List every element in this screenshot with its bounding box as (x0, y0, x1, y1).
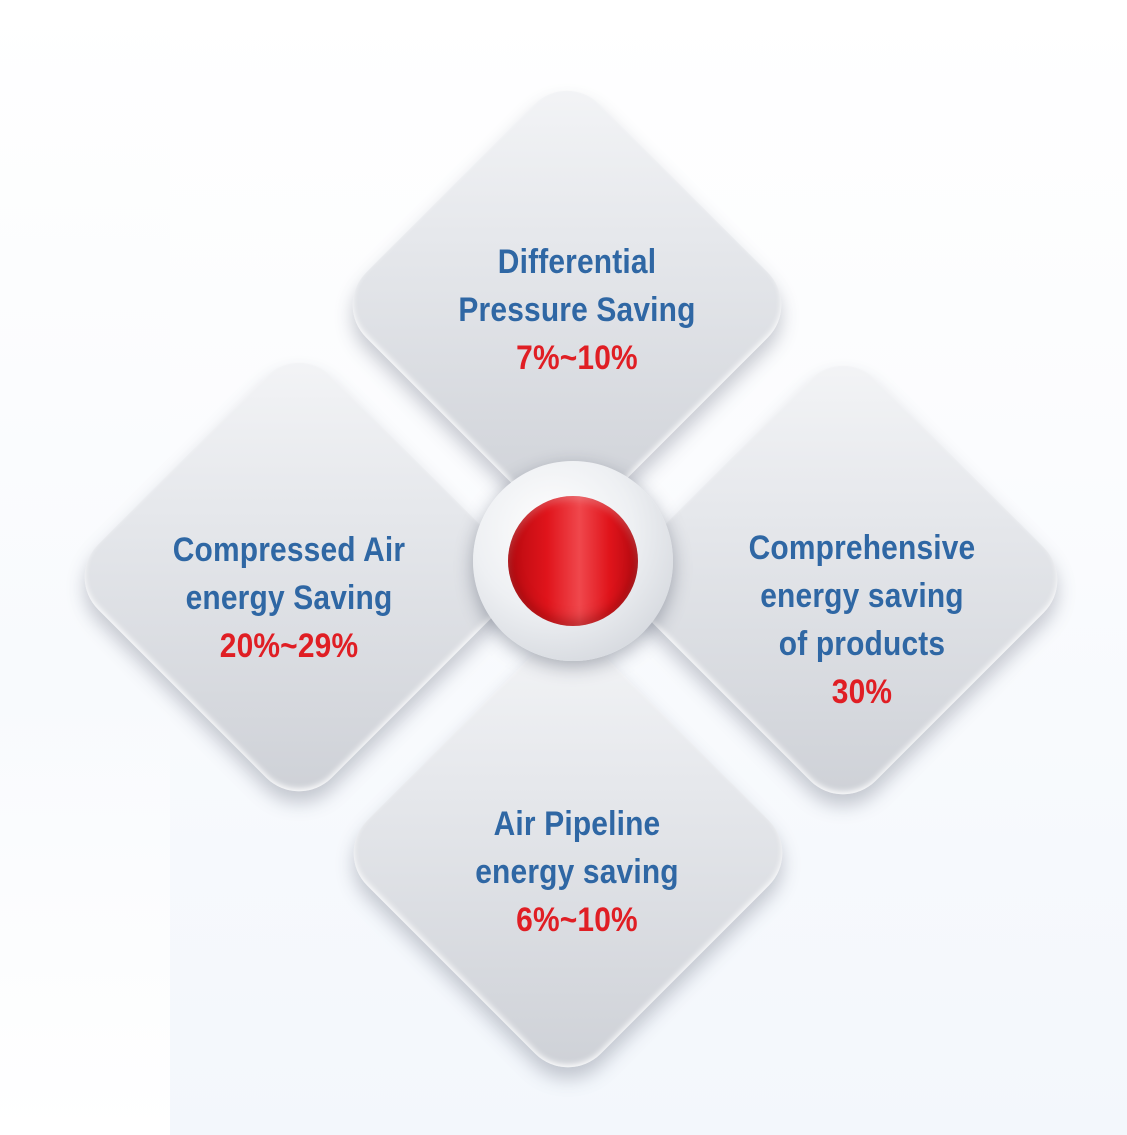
title-line: energy Saving (185, 579, 393, 617)
label-air-pipeline: Air Pipeline energy saving 6%~10% (417, 800, 737, 944)
saving-value: 6%~10% (516, 901, 638, 939)
title-line: Compressed Air (172, 531, 406, 569)
center-hub-red-circle (508, 496, 638, 626)
title-line: of products (778, 625, 946, 663)
saving-value: 7%~10% (516, 339, 638, 377)
title-line: Comprehensive (748, 529, 976, 567)
title-line: energy saving (475, 853, 679, 891)
title-line: Air Pipeline (493, 805, 661, 843)
saving-value: 30% (831, 673, 893, 711)
label-compressed-air: Compressed Air energy Saving 20%~29% (129, 526, 449, 670)
label-differential-pressure: Differential Pressure Saving 7%~10% (417, 238, 737, 382)
saving-value: 20%~29% (219, 627, 359, 665)
title-line: Pressure Saving (458, 291, 696, 329)
label-comprehensive: Comprehensive energy saving of products … (702, 524, 1022, 716)
title-line: Differential (497, 243, 657, 281)
title-line: energy saving (760, 577, 964, 615)
